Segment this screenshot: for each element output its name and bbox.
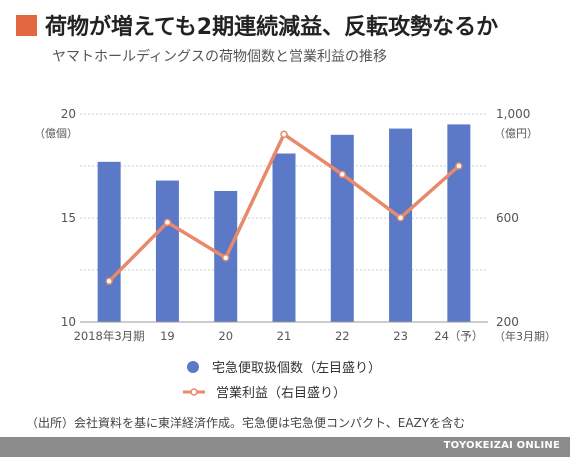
bar-6	[447, 124, 471, 323]
source-note: （出所）会社資料を基に東洋経済作成。宅急便は宅急便コンパクト、EAZYを含む	[26, 416, 466, 430]
legend-bar-label: 宅急便取扱個数（左目盛り）	[212, 361, 382, 376]
x-tick-label-0: 2018年3月期	[74, 329, 145, 343]
profit-point-5	[396, 213, 405, 222]
x-tick-label-5: 23	[393, 329, 408, 343]
legend-line-marker	[183, 387, 205, 396]
legend-line-label: 営業利益（右目盛り）	[216, 386, 347, 401]
profit-point-3	[280, 130, 288, 139]
x-axis-unit: （年3月期）	[494, 329, 556, 343]
chart-subtitle: ヤマトホールディングスの荷物個数と営業利益の推移	[52, 49, 388, 65]
legend-bar-item: 宅急便取扱個数（左目盛り）	[186, 357, 381, 376]
profit-point-0	[105, 277, 113, 285]
left-axis-unit: （億個）	[34, 127, 78, 140]
legend-line-item: 営業利益（右目盛り）	[182, 382, 346, 401]
footer-brand: TOYOKEIZAI ONLINE	[443, 440, 560, 451]
x-tick-label-6: 24（予）	[434, 329, 483, 343]
profit-point-2	[221, 254, 230, 262]
profit-point-1	[163, 218, 172, 227]
x-tick-label-1: 19	[160, 329, 175, 343]
x-tick-label-4: 22	[335, 329, 350, 343]
left-tick-label-1: 15	[61, 211, 76, 225]
bar-5	[389, 128, 413, 322]
x-tick-label-2: 20	[218, 329, 233, 343]
title-square-icon	[16, 14, 37, 36]
title-row: 荷物が増えても2期連続減益、反転攻勢なるか	[16, 8, 498, 42]
right-tick-label-1: 600	[496, 211, 519, 225]
right-axis-unit: （億円）	[494, 127, 538, 140]
legend-bar-marker	[187, 360, 199, 373]
left-tick-label-2: 20	[61, 107, 76, 121]
right-tick-label-0: 200	[496, 315, 519, 329]
right-tick-label-2: 1,000	[496, 107, 530, 121]
footer-bar: TOYOKEIZAI ONLINE	[0, 437, 570, 457]
profit-point-6	[455, 162, 463, 170]
left-tick-label-0: 10	[61, 315, 76, 329]
bar-1	[155, 180, 179, 322]
x-tick-label-3: 21	[277, 329, 292, 343]
bar-3	[272, 153, 296, 322]
bar-4	[330, 134, 354, 322]
profit-point-4	[338, 170, 347, 179]
chart-title: 荷物が増えても2期連続減益、反転攻勢なるか	[45, 15, 499, 40]
bar-0	[97, 161, 121, 322]
